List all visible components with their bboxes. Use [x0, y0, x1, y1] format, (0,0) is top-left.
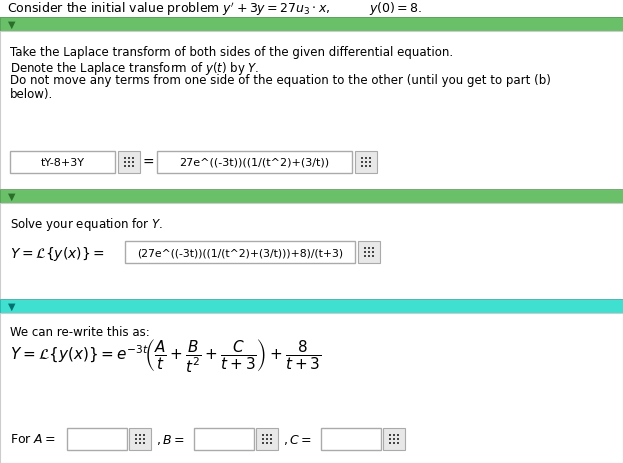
Bar — [124, 158, 126, 160]
Bar — [270, 438, 272, 440]
Bar — [358, 242, 380, 263]
Bar — [393, 438, 395, 440]
Text: $, C =$: $, C =$ — [283, 432, 312, 446]
Text: 27e^((-3t))((1/(t^2)+(3/t)): 27e^((-3t))((1/(t^2)+(3/t)) — [179, 158, 330, 168]
Bar — [365, 162, 367, 163]
Text: For $A =$: For $A =$ — [10, 432, 56, 445]
Bar — [139, 434, 141, 436]
Bar — [383, 428, 405, 450]
Bar — [266, 434, 268, 436]
Bar — [0, 32, 623, 189]
Bar — [0, 204, 623, 300]
Bar — [132, 158, 134, 160]
Bar — [364, 248, 366, 250]
Bar — [389, 434, 391, 436]
Bar — [393, 442, 395, 444]
Bar — [256, 428, 278, 450]
Bar — [369, 166, 371, 168]
Bar — [139, 442, 141, 444]
Bar — [194, 428, 254, 450]
Bar — [397, 438, 399, 440]
Bar — [262, 434, 264, 436]
Text: ▼: ▼ — [8, 192, 16, 201]
Bar — [270, 442, 272, 444]
Bar — [266, 438, 268, 440]
Bar — [0, 18, 623, 32]
Text: Denote the Laplace transform of $y(t)$ by $Y$.: Denote the Laplace transform of $y(t)$ b… — [10, 60, 260, 77]
Bar — [67, 428, 127, 450]
Bar — [0, 32, 623, 189]
Bar — [361, 166, 363, 168]
Bar — [365, 158, 367, 160]
Bar — [157, 152, 352, 174]
Text: tY-8+3Y: tY-8+3Y — [40, 158, 85, 168]
Bar — [128, 166, 130, 168]
Text: Consider the initial value problem $y' + 3y = 27u_3 \cdot x$,          $y(0) = 8: Consider the initial value problem $y' +… — [7, 0, 422, 18]
Bar — [369, 158, 371, 160]
Bar — [368, 248, 370, 250]
Bar — [0, 300, 623, 313]
Bar — [321, 428, 381, 450]
Text: Take the Laplace transform of both sides of the given differential equation.: Take the Laplace transform of both sides… — [10, 46, 453, 59]
Bar — [397, 434, 399, 436]
Text: =: = — [143, 156, 155, 169]
Text: $, B =$: $, B =$ — [156, 432, 184, 446]
Bar — [270, 434, 272, 436]
Bar — [124, 162, 126, 163]
Text: $Y = \mathcal{L}\left\{y(x)\right\} =$: $Y = \mathcal{L}\left\{y(x)\right\} =$ — [10, 244, 105, 263]
Bar — [143, 442, 145, 444]
Bar — [0, 18, 623, 32]
Bar — [372, 256, 374, 257]
Bar — [0, 313, 623, 463]
Bar — [118, 152, 140, 174]
Text: $Y = \mathcal{L}\left\{y(x)\right\} = e^{-3t}\!\left(\dfrac{A}{t} + \dfrac{B}{t^: $Y = \mathcal{L}\left\{y(x)\right\} = e^… — [10, 337, 321, 374]
Bar — [372, 251, 374, 253]
Bar — [0, 313, 623, 463]
Bar — [0, 204, 623, 300]
Bar — [129, 428, 151, 450]
Bar — [128, 158, 130, 160]
Bar — [135, 434, 137, 436]
Bar — [0, 189, 623, 204]
Bar — [125, 242, 355, 263]
Text: We can re-write this as:: We can re-write this as: — [10, 325, 150, 338]
Bar — [389, 442, 391, 444]
Bar — [361, 158, 363, 160]
Bar — [132, 166, 134, 168]
Bar — [393, 434, 395, 436]
Bar — [128, 162, 130, 163]
Bar — [135, 442, 137, 444]
Bar — [0, 0, 623, 18]
Bar — [372, 248, 374, 250]
Bar — [361, 162, 363, 163]
Text: below).: below). — [10, 88, 53, 101]
Text: Solve your equation for $Y$.: Solve your equation for $Y$. — [10, 216, 163, 232]
Text: ▼: ▼ — [8, 301, 16, 311]
Bar — [368, 251, 370, 253]
Bar — [262, 438, 264, 440]
Bar — [369, 162, 371, 163]
Bar — [397, 442, 399, 444]
Text: ▼: ▼ — [8, 20, 16, 30]
Bar — [139, 438, 141, 440]
Bar — [143, 438, 145, 440]
Bar — [262, 442, 264, 444]
Bar — [143, 434, 145, 436]
Bar — [389, 438, 391, 440]
Bar — [364, 251, 366, 253]
Text: (27e^((-3t))((1/(t^2)+(3/t)))+8)/(t+3): (27e^((-3t))((1/(t^2)+(3/t)))+8)/(t+3) — [137, 247, 343, 257]
Bar — [135, 438, 137, 440]
Bar — [355, 152, 377, 174]
Text: Do not move any terms from one side of the equation to the other (until you get : Do not move any terms from one side of t… — [10, 74, 551, 87]
Bar — [10, 152, 115, 174]
Bar — [124, 166, 126, 168]
Bar — [266, 442, 268, 444]
Bar — [364, 256, 366, 257]
Bar — [368, 256, 370, 257]
Bar — [0, 189, 623, 204]
Bar — [132, 162, 134, 163]
Bar — [0, 300, 623, 313]
Bar — [365, 166, 367, 168]
